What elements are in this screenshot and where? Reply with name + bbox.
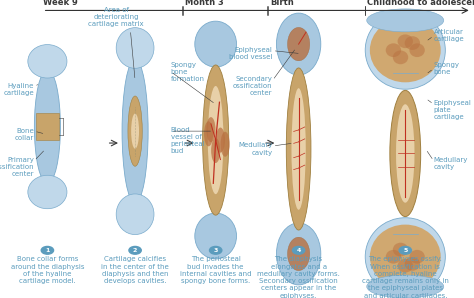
Ellipse shape [28,175,67,209]
Ellipse shape [203,65,228,215]
Text: Bone collar forms
around the diaphysis
of the hyaline
cartilage model.: Bone collar forms around the diaphysis o… [10,256,84,284]
Text: Epiphyseal
blood vessel: Epiphyseal blood vessel [229,47,273,60]
Text: Medullary
cavity: Medullary cavity [434,157,468,170]
Ellipse shape [211,138,220,163]
Ellipse shape [128,96,142,166]
Ellipse shape [208,86,224,194]
Ellipse shape [386,250,401,264]
Text: Primary
ossification
center: Primary ossification center [0,157,34,177]
Text: Childhood to adolescence: Childhood to adolescence [367,0,474,7]
Ellipse shape [116,194,154,235]
Text: Birth: Birth [270,0,294,7]
Circle shape [41,246,54,254]
Text: 2: 2 [133,248,137,253]
Ellipse shape [398,34,413,48]
Ellipse shape [216,128,225,153]
Text: 1: 1 [45,248,50,253]
Text: 3: 3 [213,248,218,253]
Ellipse shape [398,259,413,273]
Circle shape [399,246,411,254]
Ellipse shape [405,257,420,271]
Ellipse shape [390,90,420,217]
Text: Hyaline
cartilage: Hyaline cartilage [3,83,34,96]
Circle shape [292,246,305,254]
Ellipse shape [393,243,408,257]
Ellipse shape [365,218,445,296]
Text: Spongy
bone
formation: Spongy bone formation [171,61,205,82]
Ellipse shape [292,88,306,210]
Bar [36,113,59,140]
Text: Month 3: Month 3 [185,0,224,7]
Text: The epiphyses ossify.
When ossification is
complete, hyaline
cartilage remains o: The epiphyses ossify. When ossification … [362,256,449,298]
Ellipse shape [220,132,230,157]
Text: Spongy
bone: Spongy bone [434,62,460,75]
Ellipse shape [35,70,61,184]
Text: Articular
cartilage: Articular cartilage [434,29,465,42]
Text: Epiphyseal
plate
cartilage: Epiphyseal plate cartilage [434,100,472,120]
Ellipse shape [131,114,139,149]
Ellipse shape [405,36,420,50]
Ellipse shape [370,225,441,289]
Ellipse shape [410,43,425,57]
Text: Cartilage calcifies
in the center of the
diaphysis and then
develops cavities.: Cartilage calcifies in the center of the… [101,256,169,284]
Ellipse shape [410,250,425,264]
Ellipse shape [286,68,311,230]
Ellipse shape [365,11,445,89]
Ellipse shape [396,104,414,203]
Ellipse shape [28,45,67,78]
Text: Week 9: Week 9 [43,0,77,7]
Ellipse shape [370,18,441,82]
Ellipse shape [204,121,213,146]
Circle shape [210,246,222,254]
Ellipse shape [276,223,321,285]
Text: Bone
collar: Bone collar [15,128,34,141]
Ellipse shape [206,117,216,142]
Ellipse shape [276,13,321,75]
Ellipse shape [367,9,444,32]
Text: Medullary
cavity: Medullary cavity [238,142,273,156]
Text: Blood
vessel of
periosteal
bud: Blood vessel of periosteal bud [171,127,205,153]
Ellipse shape [386,43,401,57]
Ellipse shape [195,213,237,259]
Ellipse shape [288,237,310,271]
Text: The diaphysis
elongates and a
medullary cavity forms.
Secondary ossification
cen: The diaphysis elongates and a medullary … [257,256,340,298]
Text: The periosteal
bud invades the
internal cavities and
spongy bone forms.: The periosteal bud invades the internal … [180,256,251,284]
Ellipse shape [116,28,154,68]
Text: Secondary
ossification
center: Secondary ossification center [233,76,273,97]
Ellipse shape [288,27,310,61]
Ellipse shape [367,275,444,298]
Ellipse shape [393,50,408,64]
Ellipse shape [195,21,237,67]
Text: 5: 5 [403,248,408,253]
Circle shape [129,246,141,254]
Text: Area of
deteriorating
cartilage matrix: Area of deteriorating cartilage matrix [88,7,144,27]
Text: 4: 4 [296,248,301,253]
Ellipse shape [122,59,148,203]
